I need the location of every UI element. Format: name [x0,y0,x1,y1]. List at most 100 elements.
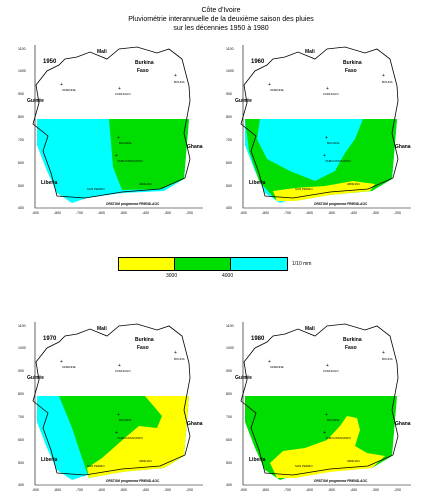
map-panel-1970: 1970 Mali Burkina Faso Guinée Liberia Gh… [18,318,207,501]
x-tick-label: -900 [32,211,39,215]
x-axis-1960: -900 -800 -700 -600 -500 -400 -300 -200 [240,211,401,215]
y-tick-label: 900 [226,92,232,96]
zone-yellow-1980 [270,416,385,478]
x-tick-label: -200 [394,211,401,215]
map-panel-1960: 1960 Mali Burkina Faso Guinée Liberia Gh… [226,41,415,224]
label-liberia-1960: Liberia [249,180,266,186]
x-tick-label: -300 [372,211,379,215]
y-tick-label: 1000 [18,346,26,350]
city-label-bouna-1970: BOUNA [174,357,185,361]
x-tick-label: -900 [240,211,247,215]
y-axis-1980: 1100 1000 900 800 700 600 500 400 [226,324,234,487]
y-tick-label: 600 [18,161,24,165]
legend-break-3000: 3000 [166,273,178,279]
city-marker-bouake-1950: + [117,135,120,141]
y-tick-label: 1100 [226,324,234,328]
label-faso-1980: Faso [345,345,357,351]
x-tick-label: -600 [98,211,105,215]
city-marker-yamoussoukro-1970: + [115,430,118,436]
city-label-odienne-1970: ODIENNE [62,365,76,369]
label-ghana-1960: Ghana [395,144,411,150]
city-label-odienne-1950: ODIENNE [62,88,76,92]
map-1980-svg: 1980 Mali Burkina Faso Guinée Liberia Gh… [226,322,411,492]
city-marker-bouake-1970: + [117,412,120,418]
y-tick-label: 400 [18,206,24,210]
city-marker-bouake-1960: + [325,135,328,141]
x-tick-label: -200 [186,211,193,215]
outline-1950 [32,46,191,199]
city-marker-korhogo-1980: + [326,363,329,369]
y-tick-label: 600 [226,438,232,442]
city-label-korhogo-1980: KORHOGO [323,369,339,373]
city-marker-odienne-1980: + [268,359,271,365]
city-label-yamoussoukro-1950: YAMOUSSOUKRO [117,159,143,163]
decade-label-1950: 1950 [43,59,57,65]
label-mali-1980: Mali [305,326,315,332]
map-title-line-2: Pluviométrie interannuelle de la deuxièm… [128,16,314,23]
legend-swatch-cyan [230,257,288,271]
y-tick-label: 700 [18,138,24,142]
city-marker-odienne-1960: + [268,82,271,88]
city-label-sanpedro-1950: SAN PEDRO [87,187,105,191]
frame-1980 [242,322,411,486]
x-tick-label: -700 [284,211,291,215]
zone-yellow-1970 [87,396,189,478]
x-tick-label: -700 [284,488,291,492]
label-burkina-1950: Burkina [135,60,154,66]
city-label-bouna-1960: BOUNA [382,80,393,84]
y-tick-label: 500 [226,461,232,465]
label-liberia-1950: Liberia [41,180,58,186]
credit-1960: ORSTOM programme FRIEND-AOC [314,202,368,206]
legend-swatch-green [174,257,231,271]
x-tick-label: -800 [54,211,61,215]
y-tick-label: 400 [226,206,232,210]
outline-1960 [240,46,399,199]
credit-1980: ORSTOM programme FRIEND-AOC [314,479,368,483]
city-label-odienne-1960: ODIENNE [270,88,284,92]
city-marker-bouake-1980: + [325,412,328,418]
x-axis-1980: -900 -800 -700 -600 -500 -400 -300 -200 [240,488,401,492]
x-tick-label: -400 [142,488,149,492]
city-marker-odienne-1950: + [60,82,63,88]
label-mali-1950: Mali [97,49,107,55]
credit-1950: ORSTOM programme FRIEND-AOC [106,202,160,206]
x-tick-label: -800 [262,488,269,492]
y-tick-label: 1000 [226,69,234,73]
x-tick-label: -500 [328,211,335,215]
city-label-bouake-1960: BOUAKE [327,141,340,145]
label-mali-1970: Mali [97,326,107,332]
x-axis-1950: -900 -800 -700 -600 -500 -400 -300 -200 [32,211,193,215]
outline-1970 [32,323,191,476]
label-liberia-1980: Liberia [249,457,266,463]
city-label-odienne-1980: ODIENNE [270,365,284,369]
label-faso-1960: Faso [345,68,357,74]
frame-1960 [242,45,411,209]
city-marker-korhogo-1970: + [118,363,121,369]
decade-label-1980: 1980 [251,336,265,342]
label-ghana-1950: Ghana [187,144,203,150]
city-label-yamoussoukro-1980: YAMOUSSOUKRO [325,436,351,440]
y-tick-label: 700 [226,138,232,142]
city-label-sanpedro-1970: SAN PEDRO [87,464,105,468]
city-label-abidjan-1950: ABIDJAN [139,182,152,186]
label-ghana-1980: Ghana [395,421,411,427]
decade-label-1960: 1960 [251,59,265,65]
x-tick-label: -400 [350,488,357,492]
y-tick-label: 800 [226,115,232,119]
map-1960-svg: 1960 Mali Burkina Faso Guinée Liberia Gh… [226,45,411,215]
x-tick-label: -800 [262,211,269,215]
city-marker-bouna-1950: + [174,73,177,79]
x-tick-label: -500 [120,211,127,215]
x-tick-label: -500 [120,488,127,492]
city-label-yamoussoukro-1970: YAMOUSSOUKRO [117,436,143,440]
x-tick-label: -600 [98,488,105,492]
decade-label-1970: 1970 [43,336,57,342]
label-guinee-1960: Guinée [235,98,252,104]
label-guinee-1980: Guinée [235,375,252,381]
label-liberia-1970: Liberia [41,457,58,463]
y-tick-label: 500 [18,461,24,465]
city-label-sanpedro-1980: SAN PEDRO [295,464,313,468]
x-tick-label: -900 [32,488,39,492]
frame-1950 [34,45,203,209]
legend-break-4000: 4000 [222,273,234,279]
